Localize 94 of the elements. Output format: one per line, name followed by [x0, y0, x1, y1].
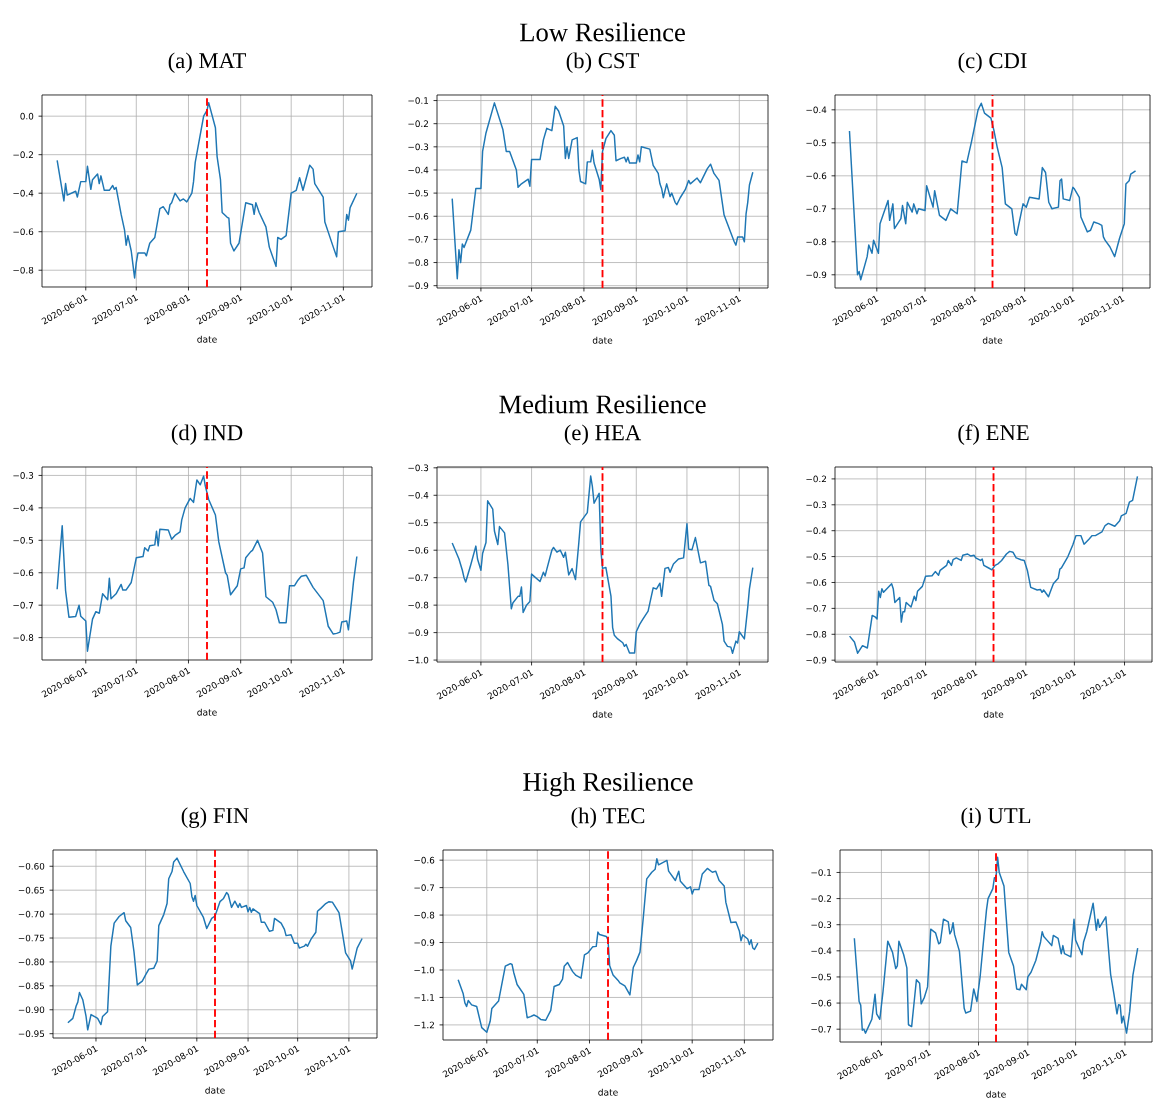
line-series: [56, 101, 358, 279]
y-tick-label: −0.5: [13, 536, 34, 544]
chart-title: (i) UTL: [961, 807, 1031, 828]
y-tick-label: −0.80: [18, 958, 45, 966]
y-tick-label: −0.5: [408, 189, 429, 197]
y-tick-label: −0.5: [811, 973, 832, 981]
y-tick-label: −0.5: [806, 139, 827, 147]
y-tick-label: −0.7: [811, 1025, 832, 1033]
x-axis-title: date: [592, 710, 613, 718]
y-tick-label: −0.95: [18, 1030, 45, 1038]
y-tick-label: −0.4: [13, 189, 34, 197]
text: Medium Resilience: [499, 394, 706, 414]
y-tick-label: −0.6: [811, 999, 832, 1007]
chart-title: (h) TEC: [571, 807, 645, 828]
y-tick-label: −0.8: [414, 911, 435, 919]
y-tick-label: −0.1: [811, 869, 832, 876]
chart-title: (b) CST: [566, 52, 639, 73]
y-tick-label: −0.9: [414, 939, 435, 946]
y-tick-label: −0.4: [408, 166, 429, 174]
y-tick-label: −0.7: [414, 884, 435, 891]
y-tick-label: −0.70: [18, 910, 45, 918]
x-axis-title: date: [197, 708, 217, 716]
y-tick-label: −0.2: [408, 120, 428, 128]
y-tick-label: −0.6: [408, 212, 429, 220]
y-tick-label: −0.5: [408, 519, 429, 527]
y-tick-label: −0.1: [408, 97, 429, 104]
y-tick-label: −0.6: [13, 228, 34, 236]
line-series: [848, 475, 1139, 654]
chart-title: (d) IND: [171, 424, 243, 445]
y-tick-label: −1.0: [414, 966, 435, 974]
y-tick-label: −0.8: [806, 630, 827, 638]
y-tick-label: −0.4: [408, 491, 429, 499]
y-tick-label: −0.6: [414, 856, 435, 864]
y-tick-label: −0.3: [408, 143, 429, 151]
chart-title: (c) CDI: [958, 52, 1027, 73]
x-axis-title: date: [983, 710, 1004, 718]
y-tick-label: −0.9: [806, 656, 827, 664]
y-tick-label: −1.1: [414, 994, 435, 1001]
y-tick-label: −0.7: [408, 574, 429, 582]
y-tick-label: −0.8: [806, 238, 827, 246]
y-tick-label: −1.2: [414, 1021, 434, 1029]
y-tick-label: −0.8: [408, 259, 429, 266]
text: Low Resilience: [519, 22, 685, 42]
y-tick-label: −1.0: [408, 656, 429, 664]
text: High Resilience: [523, 772, 693, 797]
y-tick-label: −0.7: [806, 205, 827, 213]
y-tick-label: −0.4: [13, 504, 34, 512]
y-tick-label: −0.3: [806, 501, 827, 509]
y-tick-label: −0.8: [13, 266, 34, 274]
line-series: [451, 102, 754, 280]
x-axis-title: date: [592, 336, 613, 344]
y-tick-label: −0.4: [811, 947, 832, 955]
y-tick-label: −0.6: [806, 172, 827, 180]
y-tick-label: −0.9: [806, 271, 827, 279]
y-tick-label: −0.6: [806, 579, 827, 586]
y-tick-label: −0.8: [408, 601, 429, 609]
y-tick-label: −0.4: [806, 106, 827, 114]
y-tick-label: −0.7: [13, 601, 34, 609]
line-series: [853, 856, 1139, 1034]
x-axis-title: date: [598, 1088, 618, 1096]
line-series: [451, 475, 754, 654]
y-tick-label: −0.8: [13, 634, 34, 641]
line-series: [67, 857, 363, 1031]
y-tick-label: −0.5: [806, 553, 827, 560]
chart-title: (f) ENE: [958, 424, 1029, 445]
y-tick-label: −0.6: [408, 546, 429, 554]
y-tick-label: −0.65: [18, 886, 45, 894]
y-tick-label: −0.85: [18, 982, 45, 990]
y-tick-label: −0.7: [408, 236, 429, 243]
y-tick-label: −0.3: [811, 921, 832, 929]
x-axis-title: date: [197, 335, 217, 343]
y-tick-label: −0.60: [18, 862, 45, 870]
y-tick-label: −0.2: [811, 895, 831, 902]
line-series: [56, 475, 358, 652]
x-axis-title: date: [205, 1086, 225, 1094]
chart-title: (g) FIN: [181, 807, 249, 828]
y-tick-label: −0.6: [13, 569, 34, 577]
y-tick-label: −0.9: [408, 282, 429, 289]
x-axis-title: date: [986, 1090, 1006, 1098]
chart-title: (a) MAT: [168, 52, 246, 73]
y-tick-label: −0.3: [13, 472, 34, 479]
y-tick-label: −0.2: [13, 151, 33, 159]
chart-title: (e) HEA: [564, 424, 642, 445]
y-tick-label: −0.4: [806, 527, 827, 535]
y-tick-label: −0.75: [18, 934, 45, 942]
y-tick-label: −0.90: [18, 1006, 45, 1014]
y-tick-label: 0.0: [20, 112, 34, 120]
y-tick-label: −0.9: [408, 629, 429, 636]
y-tick-label: −0.2: [806, 475, 826, 483]
x-axis-title: date: [982, 336, 1003, 344]
y-tick-label: −0.3: [408, 464, 429, 472]
line-series: [457, 858, 759, 1034]
line-series: [848, 102, 1137, 281]
y-tick-label: −0.7: [806, 605, 827, 612]
